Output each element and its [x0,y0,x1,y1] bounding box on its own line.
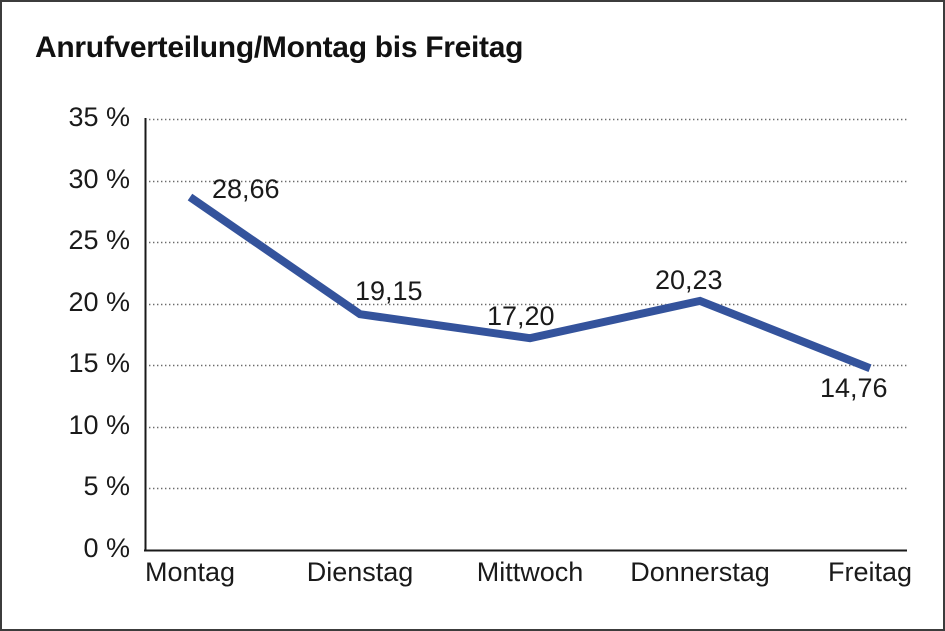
chart-title: Anrufverteilung/Montag bis Freitag [35,31,524,64]
data-series-line [187,193,872,372]
